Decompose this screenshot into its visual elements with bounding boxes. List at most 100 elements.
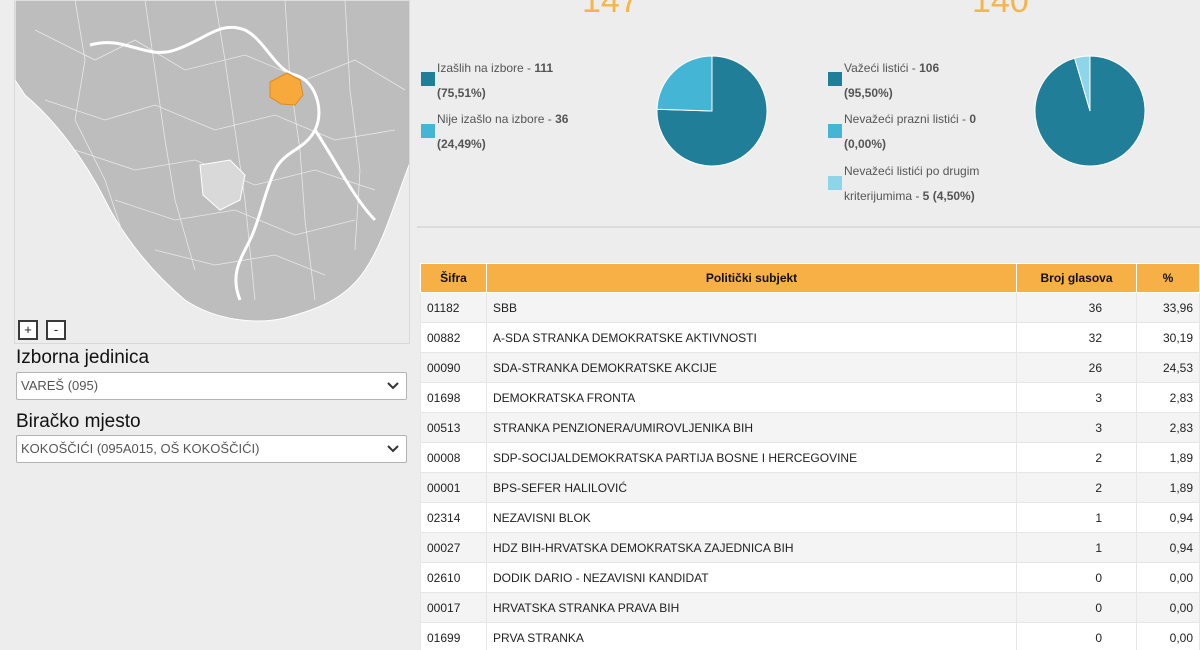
vote-count: 1 (1016, 532, 1137, 563)
municipality-map[interactable] (14, 0, 410, 344)
electoral-unit-select[interactable]: VAREŠ (095) (16, 372, 407, 400)
party-name: A-SDA STRANKA DEMOKRATSKE AKTIVNOSTI (486, 322, 1017, 353)
electoral-unit-value: VAREŠ (095) (21, 378, 99, 393)
polling-station-label: Biračko mjesto (16, 411, 141, 432)
vote-count: 1 (1016, 502, 1137, 533)
blank-legend: Nevažeći prazni listići - 0 (0,00%) (844, 107, 976, 157)
ballots-pie-chart[interactable] (1034, 55, 1146, 167)
electoral-unit-label: Izborna jedinica (16, 347, 150, 368)
vote-percent: 0,94 (1136, 532, 1200, 563)
party-name: DODIK DARIO - NEZAVISNI KANDIDAT (486, 562, 1017, 593)
party-name: SBB (486, 292, 1017, 323)
vote-count: 3 (1016, 382, 1137, 413)
table-row: 00027 HDZ BIH-HRVATSKA DEMOKRATSKA ZAJEDN… (420, 532, 1200, 563)
party-code: 02610 (420, 562, 487, 593)
voted-legend-swatch (421, 72, 435, 86)
zoom-in-button[interactable]: + (18, 320, 38, 340)
not-voted-legend-swatch (421, 124, 435, 138)
ballots-total-number: 140 (972, 0, 1029, 20)
other-invalid-label-2: kriterijumima - (844, 189, 923, 203)
ballots-other-invalid-slice[interactable] (1074, 55, 1091, 112)
blank-label: Nevažeći prazni listići - (844, 112, 970, 126)
vote-count: 2 (1016, 472, 1137, 503)
table-row: 00090 SDA-STRANKA DEMOKRATSKE AKCIJE 26 24,… (420, 352, 1200, 383)
party-code: 00001 (420, 472, 487, 503)
voted-label: Izašlih na izbore - (437, 61, 535, 75)
table-row: 00513 STRANKA PENZIONERA/UMIROVLJENIKA BI… (420, 412, 1200, 443)
table-row: 02314 NEZAVISNI BLOK 1 0,94 (420, 502, 1200, 533)
valid-value: 106 (919, 61, 940, 75)
party-code: 01699 (420, 622, 487, 650)
table-header-row: Šifra Politički subjekt Broj glasova % (420, 263, 1200, 293)
table-row: 00008 SDP-SOCIJALDEMOKRATSKA PARTIJA BOSN… (420, 442, 1200, 473)
turnout-not-voted-slice[interactable] (656, 55, 713, 112)
not-voted-pct: (24,49%) (437, 137, 486, 151)
vote-count: 3 (1016, 412, 1137, 443)
vote-percent: 2,83 (1136, 382, 1200, 413)
chevron-down-icon (387, 382, 399, 390)
vote-count: 0 (1016, 622, 1137, 650)
header-votes[interactable]: Broj glasova (1016, 263, 1137, 293)
table-row: 01182 SBB 36 33,96 (420, 292, 1200, 323)
table-row: 00882 A-SDA STRANKA DEMOKRATSKE AKTIVNOST… (420, 322, 1200, 353)
voted-value: 111 (534, 61, 554, 75)
polling-station-select[interactable]: KOKOŠČIĆI (095A015, OŠ KOKOŠČIĆI) (16, 435, 407, 463)
vote-count: 0 (1016, 562, 1137, 593)
other-invalid-label-1: Nevažeći listići po drugim (844, 164, 980, 178)
zoom-out-button[interactable]: - (46, 320, 66, 340)
header-subject[interactable]: Politički subjekt (486, 263, 1017, 293)
party-code: 02314 (420, 502, 487, 533)
highlighted-municipality[interactable] (269, 72, 304, 106)
table-row: 00017 HRVATSKA STRANKA PRAVA BIH 0 0,00 (420, 592, 1200, 623)
vote-percent: 0,00 (1136, 562, 1200, 593)
party-name: SDA-STRANKA DEMOKRATSKE AKCIJE (486, 352, 1017, 383)
party-code: 00513 (420, 412, 487, 443)
party-name: DEMOKRATSKA FRONTA (486, 382, 1017, 413)
header-code[interactable]: Šifra (420, 263, 487, 293)
vote-count: 36 (1016, 292, 1137, 323)
not-voted-label: Nije izašlo na izbore - (437, 112, 556, 126)
vote-percent: 30,19 (1136, 322, 1200, 353)
vote-percent: 0,00 (1136, 592, 1200, 623)
party-code: 00090 (420, 352, 487, 383)
vote-count: 26 (1016, 352, 1137, 383)
party-code: 01698 (420, 382, 487, 413)
other-invalid-value: 5 (922, 189, 930, 203)
not-voted-value: 36 (555, 112, 569, 126)
vote-count: 32 (1016, 322, 1137, 353)
vote-percent: 1,89 (1136, 472, 1200, 503)
party-name: SDP-SOCIJALDEMOKRATSKA PARTIJA BOSNE I H… (486, 442, 1017, 473)
party-code: 01182 (420, 292, 487, 323)
party-name: HRVATSKA STRANKA PRAVA BIH (486, 592, 1017, 623)
turnout-pie-chart[interactable] (656, 55, 768, 167)
other-invalid-legend: Nevažeći listići po drugim kriterijumima… (844, 159, 979, 209)
vote-percent: 24,53 (1136, 352, 1200, 383)
vote-count: 0 (1016, 592, 1137, 623)
valid-pct: (95,50%) (844, 86, 893, 100)
party-name: BPS-SEFER HALILOVIĆ (486, 472, 1017, 503)
party-code: 00017 (420, 592, 487, 623)
voted-pct: (75,51%) (437, 86, 486, 100)
header-pct[interactable]: % (1136, 263, 1200, 293)
party-name: NEZAVISNI BLOK (486, 502, 1017, 533)
vote-percent: 0,94 (1136, 502, 1200, 533)
other-invalid-pct: (4,50%) (932, 189, 975, 203)
registered-voters-number: 147 (582, 0, 639, 20)
vote-count: 2 (1016, 442, 1137, 473)
chevron-down-icon (387, 445, 399, 453)
table-row: 01698 DEMOKRATSKA FRONTA 3 2,83 (420, 382, 1200, 413)
vote-percent: 2,83 (1136, 412, 1200, 443)
party-code: 00882 (420, 322, 487, 353)
table-row: 02610 DODIK DARIO - NEZAVISNI KANDIDAT 0 0,… (420, 562, 1200, 593)
vote-percent: 0,00 (1136, 622, 1200, 650)
party-code: 00008 (420, 442, 487, 473)
blank-pct: (0,00%) (844, 137, 887, 151)
voted-legend: Izašlih na izbore - 111 (75,51%) (437, 56, 553, 106)
results-table: Šifra Politički subjekt Broj glasova % 0… (420, 263, 1200, 650)
vote-percent: 1,89 (1136, 442, 1200, 473)
polling-station-value: KOKOŠČIĆI (095A015, OŠ KOKOŠČIĆI) (21, 441, 260, 456)
party-name: PRVA STRANKA (486, 622, 1017, 650)
blank-legend-swatch (828, 124, 842, 138)
not-voted-legend: Nije izašlo na izbore - 36 (24,49%) (437, 107, 568, 157)
valid-label: Važeći listići - (844, 61, 920, 75)
